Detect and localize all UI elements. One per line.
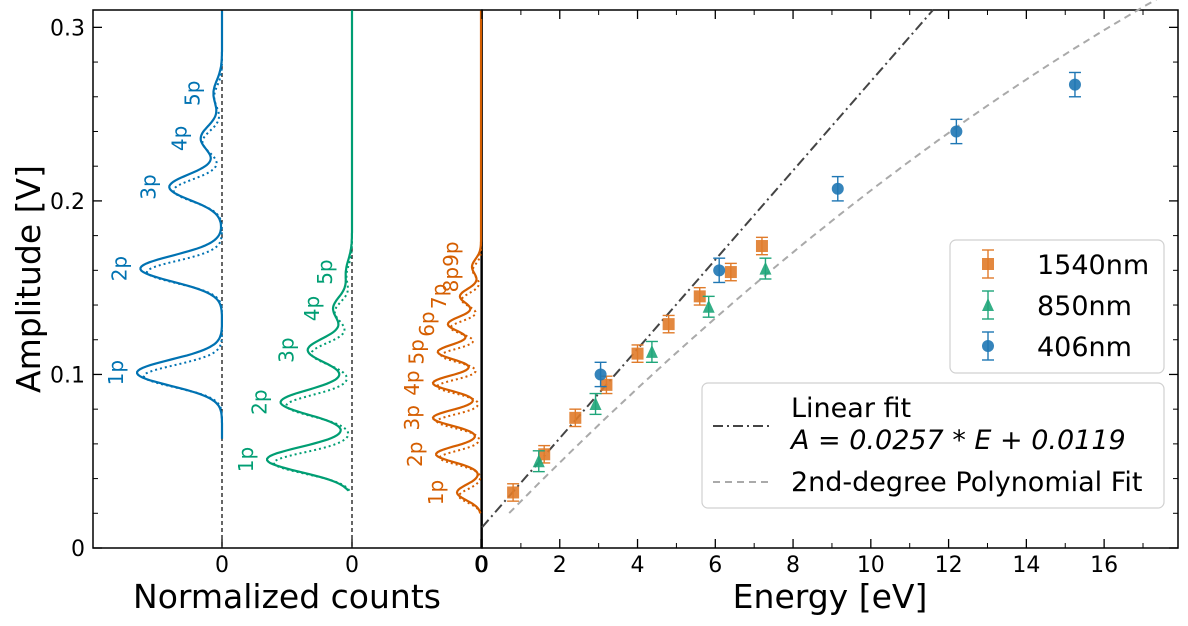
- marker-square: [693, 290, 706, 303]
- legend-series-label: 850nm: [1037, 291, 1132, 322]
- peak-label: 5p: [405, 339, 429, 364]
- y-axis-title: Amplitude [V]: [9, 165, 48, 393]
- peak-label: 3p: [400, 405, 424, 430]
- marker-square: [507, 486, 520, 499]
- left-panel-ticks: 0 0.1 0.2 0.3: [50, 16, 1178, 562]
- peak-label: 2p: [403, 442, 427, 467]
- marker-circle: [713, 264, 726, 277]
- x-tick-label: 16: [1090, 553, 1118, 578]
- left-x-tick-label: 0: [215, 553, 229, 578]
- peak-label: 5p: [313, 259, 337, 284]
- peak-label: 6p: [415, 311, 439, 336]
- legend-fits: Linear fit A = 0.0257 * E + 0.0119 2nd-d…: [701, 382, 1165, 509]
- marker-circle: [982, 340, 994, 352]
- peak-label: 4p: [300, 296, 324, 321]
- legend-linear-fit-formula: A = 0.0257 * E + 0.0119: [789, 425, 1126, 456]
- x-tick-label: 2: [553, 553, 567, 578]
- peak-label: 1p: [424, 480, 448, 505]
- x-tick-label: 0: [475, 553, 489, 578]
- peak-label: 1p: [234, 447, 258, 472]
- legend-box-markers: [949, 239, 1165, 374]
- peak-label: 3p: [136, 174, 160, 199]
- x-tick-label: 4: [631, 553, 645, 578]
- y-tick-label: 0.1: [50, 363, 85, 388]
- spectrum-curve: [266, 10, 354, 492]
- marker-square: [569, 411, 582, 424]
- marker-square: [724, 266, 737, 279]
- x-tick-label: 12: [935, 553, 963, 578]
- y-tick-label: 0.2: [50, 190, 85, 215]
- spectrum-fit-curve: [272, 10, 353, 492]
- legend-series-label: 1540nm: [1037, 250, 1149, 281]
- spectrum-fit-curve: [142, 11, 223, 439]
- legend-series-label: 406nm: [1037, 332, 1132, 363]
- marker-circle: [1068, 78, 1081, 91]
- marker-square: [600, 378, 613, 391]
- marker-square: [631, 347, 644, 360]
- right-panel-frame: [481, 9, 1179, 549]
- x-tick-label: 8: [786, 553, 800, 578]
- x-tick-label: 10: [857, 553, 885, 578]
- fit-lines: [481, 0, 1158, 529]
- marker-triangle: [532, 454, 545, 468]
- legend-box-fits: [701, 382, 1165, 509]
- marker-circle: [594, 368, 607, 381]
- polynomial-fit-line: [508, 0, 1158, 514]
- marker-triangle: [589, 396, 602, 410]
- x-tick-label: 14: [1012, 553, 1040, 578]
- peak-label: 4p: [168, 126, 192, 151]
- peak-label: 2p: [107, 256, 131, 281]
- peak-label: 1p: [104, 360, 128, 385]
- peak-label: 3p: [275, 337, 299, 362]
- legend-poly-fit-label: 2nd-degree Polynomial Fit: [791, 467, 1142, 498]
- marker-circle: [831, 182, 844, 195]
- data-points: [507, 71, 1081, 502]
- peak-label: 8p9p: [439, 241, 463, 292]
- peak-label: 2p: [248, 389, 272, 414]
- marker-triangle: [982, 298, 994, 311]
- marker-square: [982, 258, 994, 270]
- right-x-axis-title: Energy [eV]: [733, 577, 928, 616]
- marker-square: [755, 240, 768, 253]
- marker-triangle: [759, 261, 772, 275]
- peak-label: 7p: [427, 284, 451, 309]
- spectrum-curve: [431, 10, 483, 514]
- peak-label: 4p: [400, 370, 424, 395]
- legend-markers: 1540nm 850nm 406nm: [949, 239, 1165, 374]
- marker-square: [662, 318, 675, 331]
- left-x-tick-label: 0: [345, 553, 359, 578]
- marker-triangle: [702, 299, 715, 313]
- y-tick-label: 0: [71, 537, 85, 562]
- x-tick-label: 6: [708, 553, 722, 578]
- y-tick-label: 0.3: [50, 16, 85, 41]
- legend-linear-fit-label: Linear fit: [791, 393, 911, 424]
- spectrum-curve: [136, 11, 224, 439]
- linear-fit-line: [481, 9, 934, 529]
- right-panel-ticks: 0 2 4 6 8 10 12 14 16: [475, 10, 1144, 578]
- marker-circle: [950, 125, 963, 138]
- marker-triangle: [645, 344, 658, 358]
- left-x-tick-label: 0: [474, 553, 488, 578]
- peak-label: 5p: [180, 81, 204, 106]
- left-x-axis-title: Normalized counts: [133, 577, 441, 616]
- spectra-curves: 0 0 0: [136, 10, 488, 578]
